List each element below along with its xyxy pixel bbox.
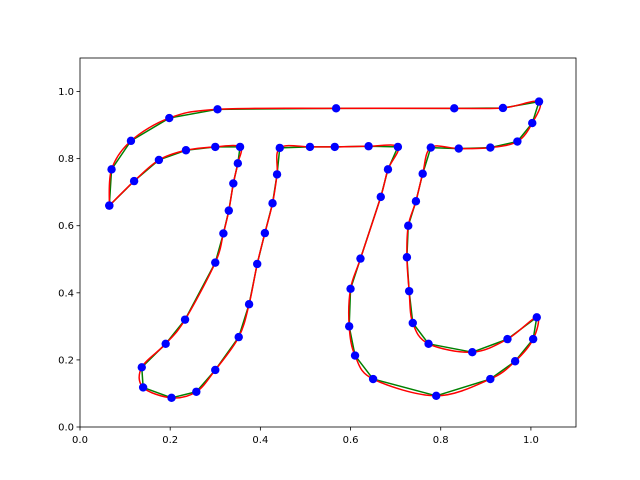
data-point — [376, 192, 385, 202]
data-point — [167, 393, 176, 403]
axes-frame — [79, 57, 577, 428]
data-point — [129, 176, 139, 186]
data-point — [486, 143, 495, 152]
x-tick-label: 1.0 — [523, 435, 539, 446]
data-point — [229, 179, 238, 188]
data-point — [528, 334, 538, 344]
data-point — [181, 146, 191, 155]
data-point — [404, 221, 413, 230]
data-point — [219, 229, 228, 238]
data-point — [211, 258, 220, 267]
data-point — [213, 105, 222, 114]
data-point — [331, 104, 341, 113]
x-tick-label: 0.0 — [72, 435, 88, 446]
data-point — [364, 142, 373, 151]
data-point — [350, 351, 360, 360]
data-point — [486, 374, 495, 384]
data-point — [260, 228, 270, 238]
data-point — [424, 339, 433, 349]
data-point — [356, 254, 365, 263]
data-point — [253, 259, 262, 269]
data-point — [346, 284, 355, 293]
data-point — [368, 374, 378, 384]
data-point — [272, 170, 282, 179]
data-point — [468, 347, 477, 357]
data-point — [154, 155, 164, 165]
y-tick-label: 0.8 — [58, 154, 74, 165]
data-point — [165, 113, 174, 123]
y-tick-label: 0.4 — [58, 288, 74, 299]
data-point — [383, 165, 393, 174]
y-tick-label: 1.0 — [58, 87, 74, 98]
data-point — [224, 206, 233, 215]
data-point — [426, 143, 436, 152]
data-point — [534, 97, 544, 106]
x-tick-label: 0.6 — [343, 435, 359, 446]
data-point — [180, 315, 190, 324]
y-tick-label: 0.0 — [58, 423, 74, 434]
data-point — [138, 383, 148, 392]
plot-area — [105, 97, 544, 403]
data-point — [432, 391, 441, 400]
axes: 0.0 0.2 0.4 0.6 0.8 1.0 0.0 0.2 0.4 0.6 0.8 1.0 — [58, 57, 577, 446]
data-point — [402, 253, 412, 262]
data-point — [393, 142, 403, 152]
x-tick-label: 0.4 — [252, 435, 268, 446]
data-point — [137, 363, 146, 372]
data-point — [126, 136, 136, 146]
data-point — [344, 322, 354, 331]
data-point — [510, 357, 520, 366]
data-point — [408, 318, 417, 328]
data-point — [107, 165, 116, 174]
data-point — [235, 142, 245, 152]
data-point — [528, 118, 537, 128]
data-point — [450, 104, 459, 113]
data-point — [418, 169, 427, 178]
data-point — [192, 387, 201, 396]
data-point — [234, 332, 243, 342]
data-point — [105, 201, 114, 210]
data-point — [411, 197, 421, 206]
data-point — [503, 334, 512, 344]
x-tick-label: 0.8 — [433, 435, 449, 446]
data-point — [244, 300, 254, 309]
data-point — [498, 103, 508, 113]
y-tick-label: 0.2 — [58, 355, 74, 366]
data-point — [161, 339, 170, 349]
x-tick-label: 0.2 — [162, 435, 178, 446]
y-tick-label: 0.6 — [58, 221, 74, 232]
data-point — [211, 365, 220, 375]
data-point — [275, 143, 284, 153]
data-point — [404, 286, 414, 296]
data-point — [268, 199, 277, 208]
data-point — [211, 142, 220, 152]
data-point — [454, 144, 463, 153]
data-point — [305, 142, 315, 152]
data-point — [513, 137, 522, 146]
data-point — [233, 159, 243, 168]
data-point — [532, 313, 541, 322]
data-point — [330, 142, 339, 152]
